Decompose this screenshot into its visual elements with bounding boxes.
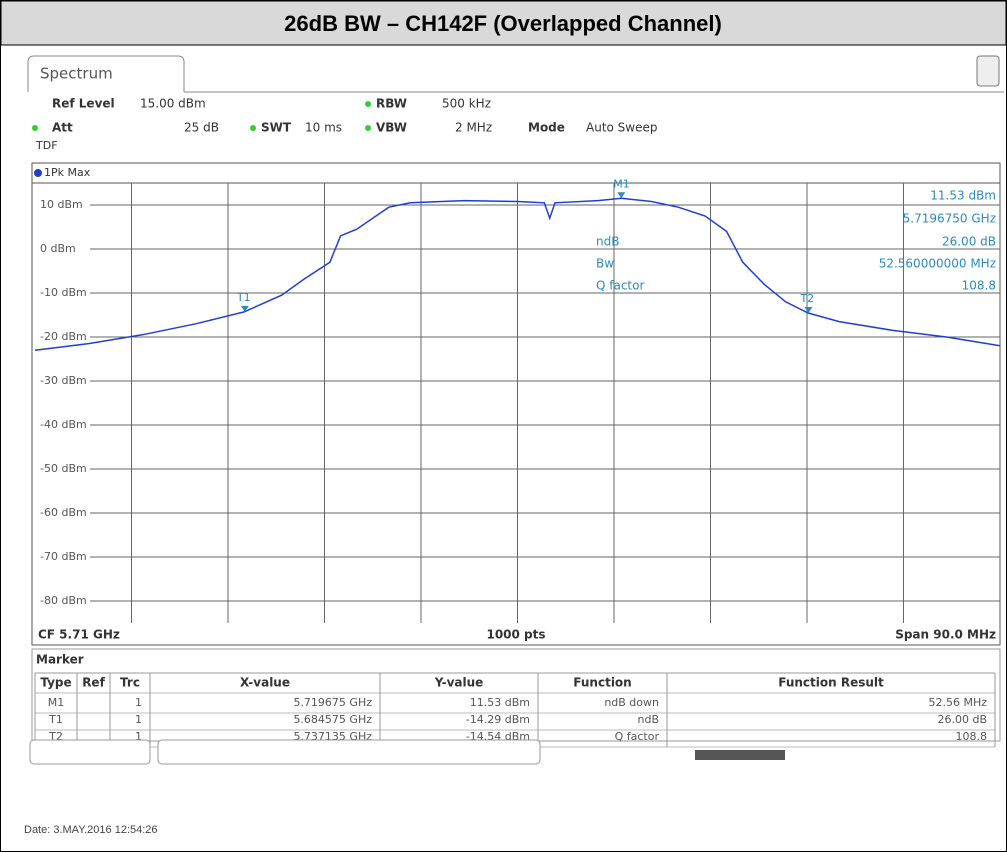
column-header: Trc <box>120 676 140 690</box>
y-tick-label: -20 dBm <box>40 330 87 343</box>
y-tick-label: -40 dBm <box>40 418 87 431</box>
title-bar <box>0 0 1007 46</box>
dot <box>365 101 371 107</box>
marker <box>240 305 249 312</box>
plot: 10 dBm 0 dBm -10 dBm -20 dBm -30 dBm -40 dBm -… <box>34 177 1001 623</box>
y-tick-label: -80 dBm <box>40 594 87 607</box>
readout-label: Q factor <box>596 279 644 293</box>
status-box <box>29 739 151 765</box>
y-tick-label: -50 dBm <box>40 462 87 475</box>
readout-value: 108.8 <box>962 279 996 293</box>
cell: ndB down <box>604 696 659 709</box>
cell: ndB <box>637 713 659 726</box>
y-tick-label: -10 dBm <box>40 286 87 299</box>
cell: 26.00 dB <box>937 713 987 726</box>
marker <box>804 306 813 313</box>
ref-level: 15.00 dBm <box>140 97 206 111</box>
marker-label: T1 <box>236 291 251 304</box>
plot-frame <box>31 162 1001 646</box>
readout-label: ndB <box>596 235 619 249</box>
progress <box>695 750 785 760</box>
swt: 10 ms <box>305 121 342 135</box>
readout-value: 26.00 dB <box>942 235 996 249</box>
rbw-label: RBW <box>376 97 407 111</box>
rbw: 500 kHz <box>442 97 491 111</box>
column-header: Function Result <box>778 676 884 690</box>
menu-button[interactable] <box>976 55 1000 87</box>
cell: M1 <box>48 696 65 709</box>
cell: -14.29 dBm <box>466 713 530 726</box>
cell: Q factor <box>615 730 660 743</box>
tab[interactable] <box>27 55 185 92</box>
readout-value: 5.7196750 GHz <box>903 212 996 226</box>
marker-label: T2 <box>799 292 814 305</box>
tab-label: Spectrum <box>40 65 113 83</box>
cell: 5.684575 GHz <box>293 713 372 726</box>
y-tick-label: 10 dBm <box>40 198 83 211</box>
dot <box>365 125 371 131</box>
pts: 1000 pts <box>486 628 545 642</box>
cell: 1 <box>135 696 142 709</box>
marker <box>617 192 626 199</box>
column-header: Function <box>573 676 631 690</box>
cell: 1 <box>135 713 142 726</box>
ref-level-label: Ref Level <box>52 97 115 111</box>
dot <box>250 125 256 131</box>
column-header: Y-value <box>434 676 484 690</box>
cell: 1 <box>135 730 142 743</box>
y-tick-label: -70 dBm <box>40 550 87 563</box>
column-header: Type <box>40 676 71 690</box>
readout-label: Bw <box>596 257 614 271</box>
readout-value: 11.53 dBm <box>930 189 996 203</box>
vbw-label: VBW <box>376 121 407 135</box>
title: 26dB BW – CH142F (Overlapped Channel) <box>284 11 722 36</box>
cell: 11.53 dBm <box>470 696 530 709</box>
trace-label: 1Pk Max <box>44 166 91 179</box>
att-label: Att <box>52 121 73 135</box>
y-tick-label: -30 dBm <box>40 374 87 387</box>
status-box <box>157 739 541 765</box>
readout-value: 52.560000000 MHz <box>879 257 996 271</box>
trace <box>34 197 1001 351</box>
column-header: Ref <box>82 676 105 690</box>
marker-panel <box>31 648 1001 742</box>
cell: T1 <box>48 713 63 726</box>
vbw: 2 MHz <box>455 121 492 135</box>
date: Date: 3.MAY.2016 12:54:26 <box>24 824 158 836</box>
tdf: TDF <box>35 139 58 152</box>
dot <box>32 125 38 131</box>
cf: CF 5.71 GHz <box>38 628 120 642</box>
column-header: X-value <box>240 676 290 690</box>
span: Span 90.0 MHz <box>895 628 996 642</box>
y-tick-label: -60 dBm <box>40 506 87 519</box>
cell: 52.56 MHz <box>928 696 987 709</box>
mode-label: Mode <box>528 121 565 135</box>
trace-dot <box>34 169 42 177</box>
y-tick-label: 0 dBm <box>40 242 76 255</box>
marker-label: M1 <box>613 177 630 190</box>
swt-label: SWT <box>261 121 292 135</box>
cell: 5.719675 GHz <box>293 696 372 709</box>
marker-title: Marker <box>36 653 84 667</box>
att: 25 dB <box>184 121 219 135</box>
mode: Auto Sweep <box>586 121 658 135</box>
cell: 108.8 <box>956 730 988 743</box>
